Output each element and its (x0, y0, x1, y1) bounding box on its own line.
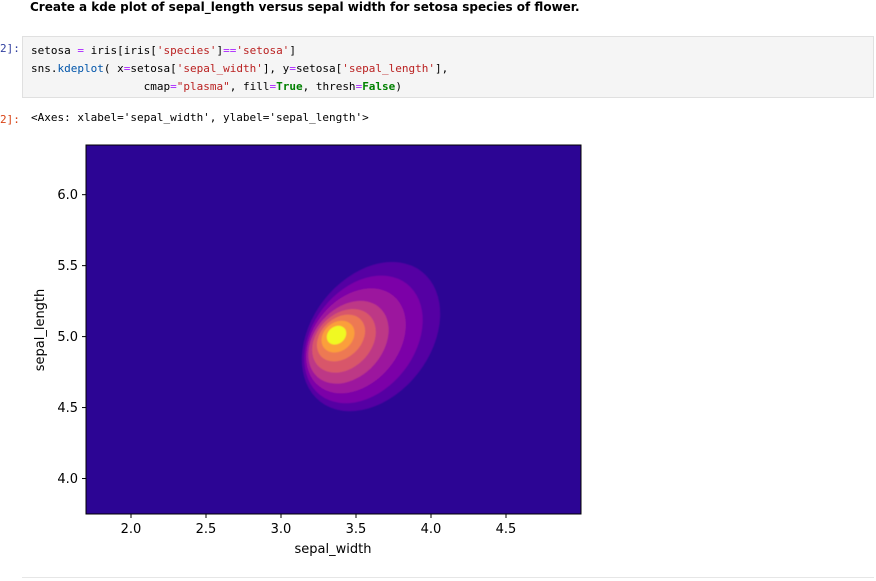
code-token: ] (289, 44, 296, 57)
code-token: == (223, 44, 237, 57)
plot-frame (85, 144, 582, 515)
x-tick-label: 3.5 (346, 522, 367, 537)
code-token: , fill (229, 80, 270, 93)
kde-level-8 (326, 325, 347, 345)
code-token: , thresh (302, 80, 356, 93)
y-axis-label: sepal_length (33, 289, 48, 372)
output-text: <Axes: xlabel='sepal_width', ylabel='sep… (31, 111, 369, 124)
y-tick-label: 4.5 (57, 401, 78, 416)
cell-divider (22, 577, 874, 578)
input-prompt: 2]: (0, 42, 20, 55)
x-axis-label: sepal_width (295, 542, 372, 557)
code-cell[interactable]: setosa = iris[iris['species']=='setosa']… (22, 36, 874, 98)
code-token: cmap (143, 80, 171, 93)
code-token: = (170, 80, 177, 93)
code-text: setosa = iris[iris['species']=='setosa']… (31, 42, 448, 96)
code-token: setosa[ (295, 62, 343, 75)
code-token: = (123, 62, 131, 75)
code-token: 'species' (156, 44, 217, 57)
code-token: ] (216, 44, 224, 57)
code-token: sns. (31, 62, 58, 75)
x-tick-label: 3.0 (271, 522, 292, 537)
code-token: = (289, 62, 296, 75)
y-tick-label: 5.5 (57, 259, 78, 274)
code-token: ], y (262, 62, 290, 75)
code-token: True (276, 80, 303, 93)
code-token: = (269, 80, 277, 93)
code-token: False (362, 80, 396, 93)
code-token: = (77, 44, 84, 57)
code-token: iris[iris[ (83, 44, 157, 57)
code-token: 'sepal_length' (342, 62, 436, 75)
code-token: ) (395, 80, 402, 93)
x-tick-label: 4.0 (421, 522, 442, 537)
x-tick-label: 2.5 (196, 522, 217, 537)
code-token: "plasma" (176, 80, 230, 93)
code-token: setosa (31, 44, 78, 57)
code-token: ( x (103, 62, 124, 75)
code-token: 'setosa' (236, 44, 290, 57)
x-tick-label: 4.5 (496, 522, 517, 537)
kde-figure: 2.0 2.5 3.0 3.5 4.0 4.5 4.0 4.5 5.0 5.5 6.0 sepal… (33, 144, 582, 557)
code-token (31, 80, 144, 93)
output-prompt: 2]: (0, 113, 20, 126)
code-token: ], (435, 62, 449, 75)
y-tick-label: 4.0 (57, 472, 78, 487)
code-token: setosa[ (130, 62, 177, 75)
code-token: kdeplot (57, 62, 104, 75)
x-tick-label: 2.0 (121, 522, 142, 537)
y-tick-label: 5.0 (57, 330, 78, 345)
code-token: = (355, 80, 363, 93)
markdown-heading: Create a kde plot of sepal_length versus… (30, 0, 580, 14)
y-tick-label: 6.0 (57, 188, 78, 203)
code-token: 'sepal_width' (176, 62, 263, 75)
